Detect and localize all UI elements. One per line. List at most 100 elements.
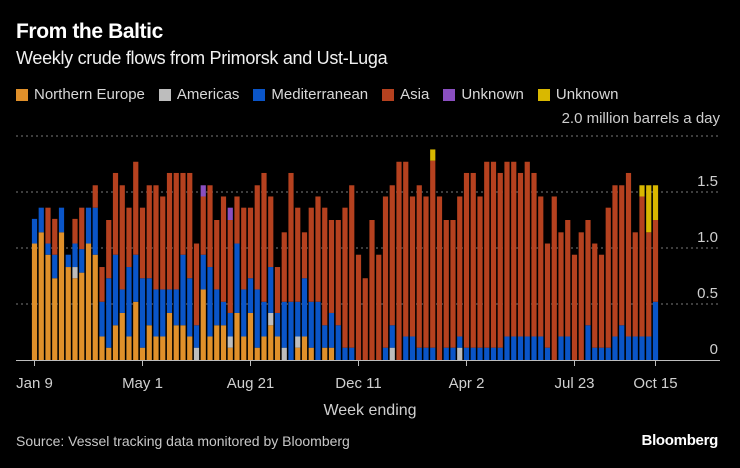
bar-segment-mediterranean [274,312,281,337]
bar-stack [598,254,605,360]
bar-segment-mediterranean [585,325,591,360]
bar-segment-northern-europe [241,336,247,360]
bar-stack [376,254,382,360]
bar-segment-mediterranean [99,301,105,337]
bar-segment-mediterranean [612,336,618,360]
bar-stack [166,172,173,360]
bar-segment-asia [457,196,463,337]
x-tick-label: Oct 15 [633,375,677,392]
bar-segment-asia [605,207,611,348]
bar-segment-asia [173,172,179,290]
x-tick-label: Aug 21 [227,375,275,392]
bar-segment-asia [497,172,503,348]
bar-segment-mediterranean [342,347,348,360]
bar-stack [436,196,443,360]
bar-segment-asia [652,220,659,302]
bar-stack [92,185,98,360]
bar-segment-asia [227,220,233,313]
bar-segment-northern-europe [112,325,119,360]
bar-stack [443,220,449,360]
bar-stack [585,220,591,360]
bar-segment-asia [322,207,328,326]
bar-segment-northern-europe [173,325,179,360]
bar-stack [315,196,321,360]
legend-swatch-unknown-yellow [537,88,550,101]
bar-segment-mediterranean [160,289,166,337]
y-unit-text: million barrels a day [586,110,720,127]
bar-segment-asia [517,172,524,337]
bar-segment-mediterranean [220,301,227,326]
bar-segment-mediterranean [497,347,503,360]
bar-segment-asia [349,185,355,348]
bar-stack [497,172,503,360]
x-axis-title: Week ending [323,402,417,419]
bar-segment-mediterranean [200,254,206,290]
bar-segment-unknown [652,185,659,220]
bar-stack [484,161,490,360]
bar-segment-mediterranean [389,325,395,348]
bar-segment-mediterranean [173,289,179,326]
bar-segment-northern-europe [234,312,240,360]
bar-stack [504,161,510,360]
bar-segment-asia [450,220,456,348]
bar-segment-asia [430,160,436,348]
bar-segment-northern-europe [31,243,38,360]
bar-segment-mediterranean [112,254,119,326]
bar-segment-unknown [227,207,233,220]
bar-segment-mediterranean [524,336,530,360]
bar-segment-mediterranean [416,347,422,360]
bar-segment-northern-europe [72,278,78,360]
bar-segment-asia [382,196,389,348]
bar-segment-unknown [200,185,206,197]
bar-stack [308,207,314,360]
bar-segment-asia [639,196,645,337]
x-tick-label: May 1 [122,375,163,392]
bar-segment-americas [457,347,463,360]
bar-stack [160,196,166,360]
bar-segment-asia [146,185,152,279]
bar-stack [430,149,436,360]
bar-segment-mediterranean [322,325,328,348]
bar-segment-mediterranean [133,254,139,302]
bar-segment-northern-europe [328,347,335,360]
bar-segment-mediterranean [31,218,38,244]
bar-stack [362,278,368,360]
bar-stack [241,207,247,360]
bar-segment-asia [335,220,341,326]
bar-stack [200,185,206,360]
bar-segment-asia [571,254,578,360]
bar-segment-asia [443,220,449,348]
bar-segment-asia [214,220,220,290]
bar-stack [227,207,233,360]
legend-item-northern-europe: Northern Europe [16,86,145,103]
bar-segment-asia [234,196,240,244]
bar-segment-asia [160,196,166,290]
bar-segment-northern-europe [79,272,85,360]
bar-segment-asia [544,243,551,348]
bar-stack [301,232,308,360]
bar-stack [349,185,355,360]
bar-segment-asia [207,185,213,268]
bar-stack [457,196,463,360]
bar-segment-asia [133,161,139,255]
bar-segment-mediterranean [45,243,51,255]
bar-stack [187,172,193,360]
bar-segment-asia [463,172,470,348]
bar-segment-asia [52,218,58,255]
bar-segment-americas [193,347,200,360]
bar-stack [214,220,220,360]
bar-segment-mediterranean [558,336,564,360]
bar-stack [544,243,551,360]
bar-segment-asia [153,185,159,290]
y-tick-label: 0.5 [697,285,718,302]
bar-segment-asia [585,220,591,326]
bar-segment-mediterranean [187,278,193,337]
legend-swatch-asia [382,88,395,101]
legend-label: Mediterranean [271,86,369,103]
bar-segment-asia [524,161,530,337]
bar-segment-asia [619,185,625,326]
bar-segment-asia [187,172,193,279]
bar-stack [288,172,294,360]
bar-stack [389,185,395,360]
bar-segment-mediterranean [241,289,247,337]
